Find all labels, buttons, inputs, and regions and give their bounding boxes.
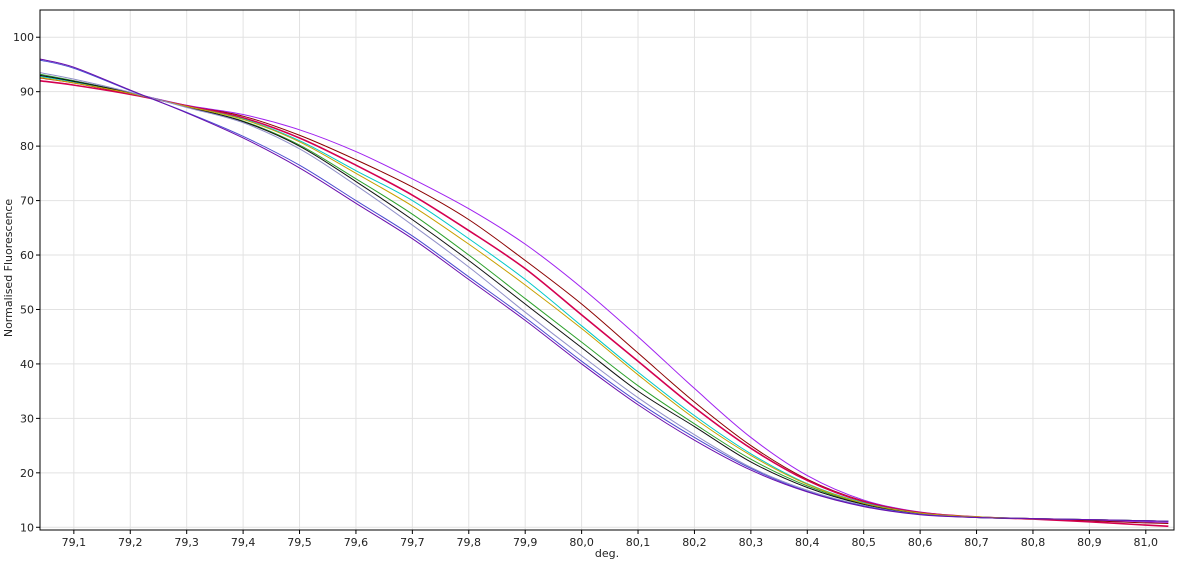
x-tick-label: 79,3 [174,536,199,549]
x-tick-label: 79,5 [287,536,312,549]
x-tick-label: 80,9 [1077,536,1102,549]
x-tick-label: 80,4 [795,536,820,549]
x-tick-label: 80,6 [908,536,933,549]
y-tick-label: 60 [20,249,34,262]
x-tick-label: 80,7 [964,536,989,549]
y-axis-label: Normalised Fluorescence [2,199,15,338]
y-tick-label: 90 [20,86,34,99]
x-tick-label: 80,8 [1021,536,1046,549]
y-tick-label: 10 [20,521,34,534]
y-tick-label: 20 [20,467,34,480]
x-tick-label: 79,6 [344,536,369,549]
x-tick-label: 80,0 [569,536,594,549]
x-tick-label: 79,2 [118,536,143,549]
x-tick-label: 80,2 [682,536,707,549]
plot-frame [39,9,1175,531]
x-axis-ticks: 79,1 79,2 79,3 79,4 79,5 79,6 79,7 79,8 79,9 80,0… [62,530,1158,549]
y-tick-label: 40 [20,358,34,371]
x-tick-label: 79,7 [400,536,425,549]
x-tick-label: 80,1 [626,536,651,549]
y-tick-label: 100 [13,31,34,44]
series-lines [39,58,1169,527]
x-tick-label: 79,9 [513,536,538,549]
y-tick-label: 80 [20,140,34,153]
x-tick-label: 79,1 [62,536,87,549]
x-tick-label: 80,3 [739,536,764,549]
x-tick-label: 80,5 [851,536,876,549]
x-tick-label: 79,8 [457,536,482,549]
y-tick-label: 30 [20,412,34,425]
x-axis-label: deg. [595,547,619,560]
x-tick-label: 79,4 [231,536,256,549]
series-line [39,58,1169,522]
y-tick-label: 50 [20,303,34,316]
y-tick-label: 70 [20,195,34,208]
y-axis-ticks: 10 20 30 40 50 60 70 80 90 100 [13,31,40,534]
x-tick-label: 81,0 [1134,536,1159,549]
